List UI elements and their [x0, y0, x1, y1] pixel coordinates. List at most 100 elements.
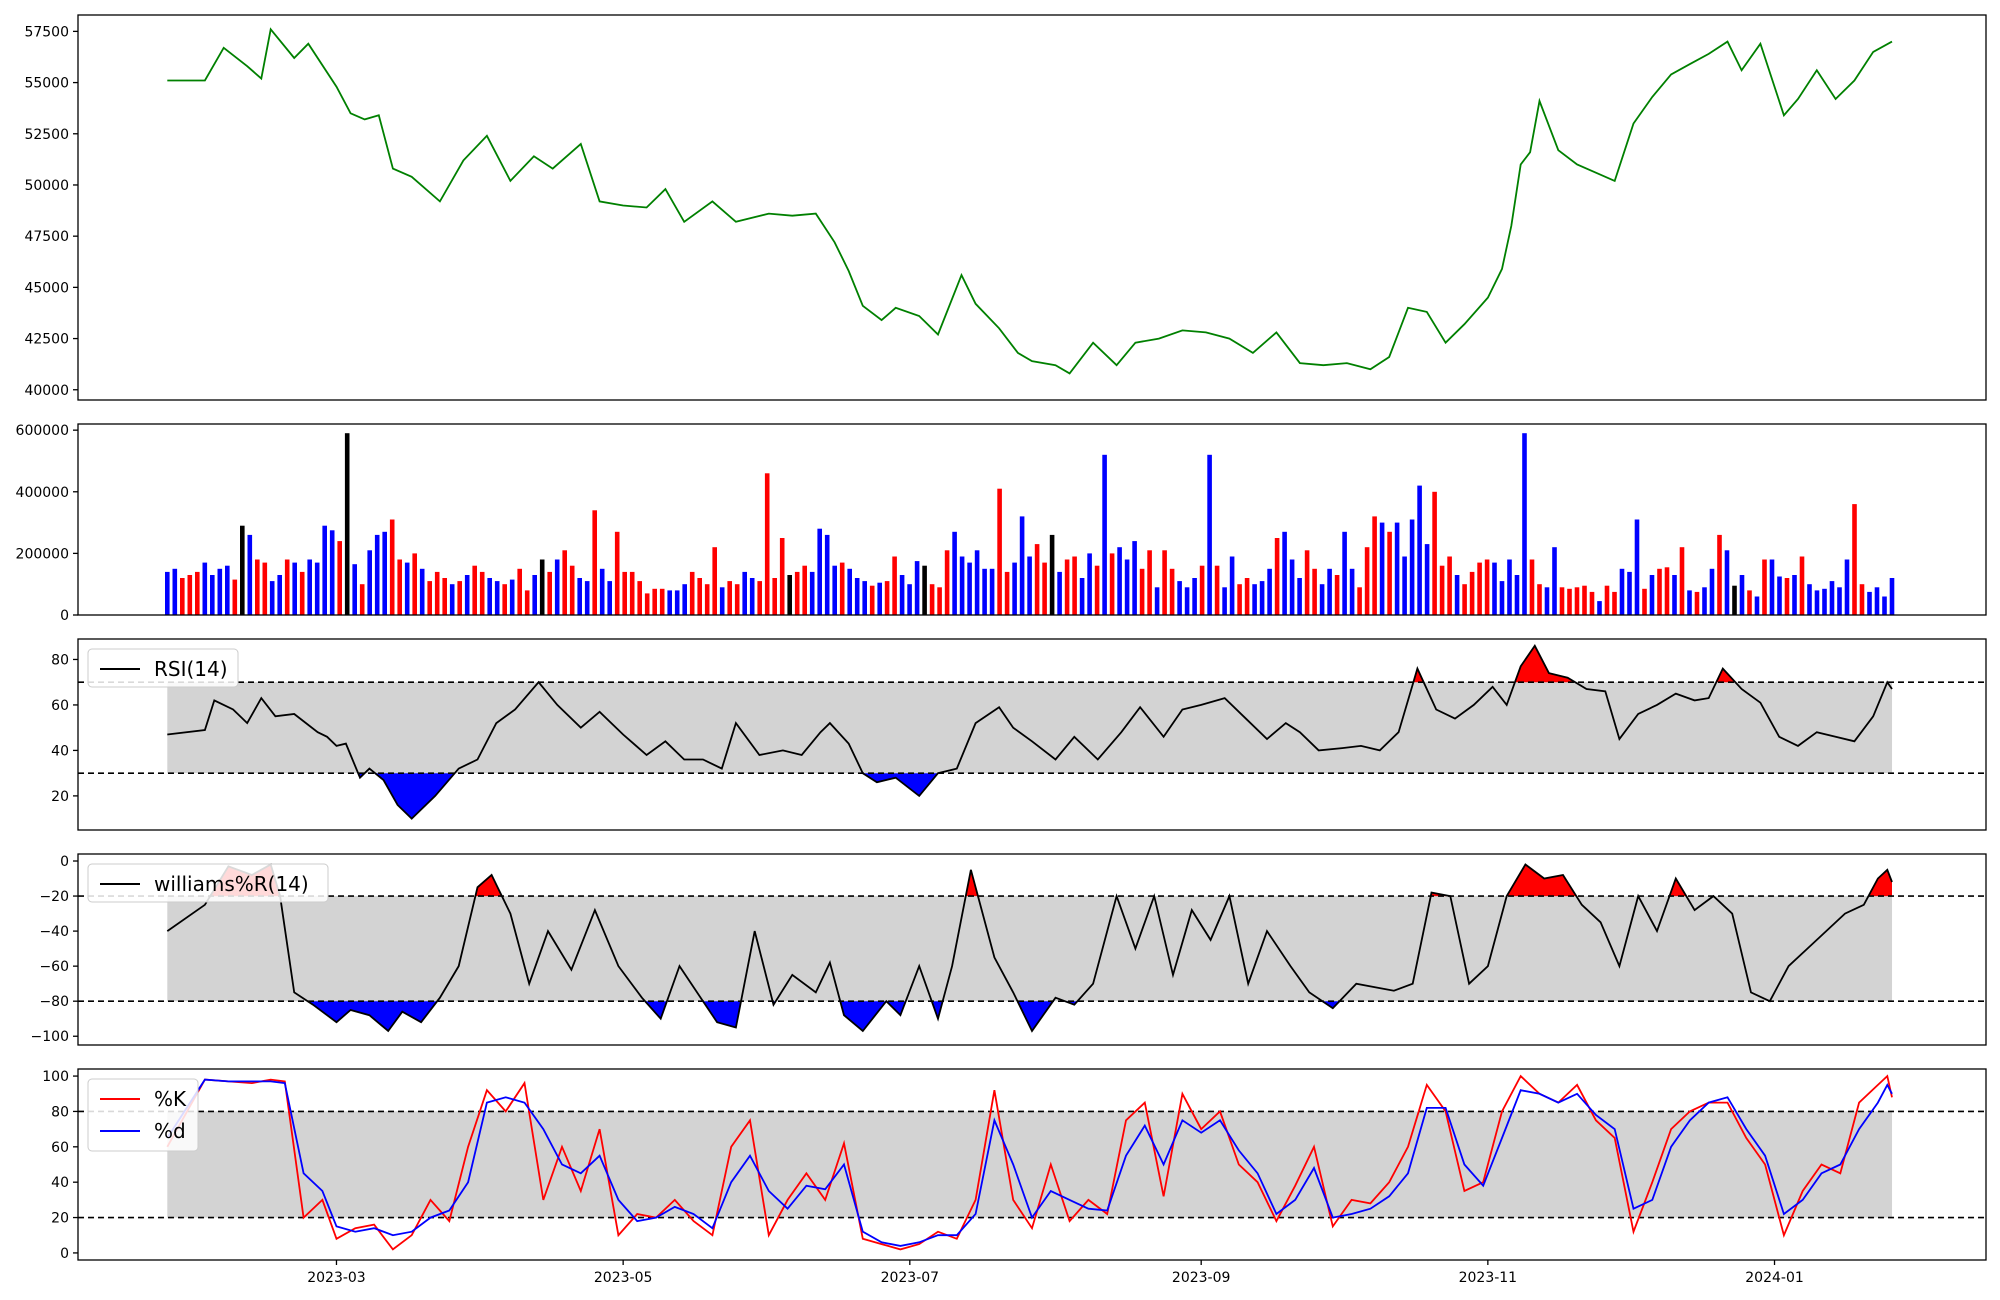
volume-bar [494, 581, 500, 615]
volume-bar [217, 568, 223, 615]
volume-bar [1582, 585, 1587, 615]
y-tick: 80 [51, 652, 78, 668]
volume-bar [817, 528, 822, 615]
y-tick-label: 100 [42, 1069, 69, 1085]
volume-bar [1214, 565, 1220, 615]
volume-bar [1777, 576, 1782, 615]
price-line [167, 27, 1893, 375]
volume-bar [1664, 567, 1670, 616]
volume-bar [1612, 591, 1617, 615]
volume-bar [1627, 571, 1632, 615]
volume-bar [1679, 547, 1685, 615]
volume-bar [974, 550, 980, 615]
y-tick: −100 [31, 1029, 78, 1045]
y-tick: 0 [60, 608, 78, 624]
volume-bar [1027, 556, 1032, 615]
axes-frame [77, 1068, 1987, 1261]
volume-bar [1507, 559, 1512, 615]
volume-bar [712, 547, 717, 615]
y-tick-label: 0 [60, 854, 69, 870]
oversold-fill [703, 1001, 742, 1028]
volume-bar [1642, 588, 1647, 615]
volume-bar [1147, 550, 1152, 615]
volume-bar [255, 559, 260, 615]
volume-bar [1762, 559, 1767, 615]
volume-bar [509, 579, 515, 615]
y-tick: −60 [39, 959, 78, 975]
volume-bar [412, 553, 417, 615]
volume-bar [1882, 596, 1887, 615]
volume-panel: 0 200000 400000 600000 [16, 423, 1987, 624]
volume-bar [1672, 575, 1677, 615]
y-tick-label: −20 [39, 889, 69, 905]
volume-bar [1154, 587, 1160, 615]
volume-bar [1784, 578, 1790, 615]
y-tick-label: 40 [51, 743, 69, 759]
volume-bar [1087, 553, 1092, 615]
y-tick-label: −40 [39, 924, 69, 940]
volume-bar [914, 561, 920, 615]
volume-bar [299, 571, 305, 615]
x-tick-label: 2023-11 [1459, 1270, 1518, 1286]
y-tick: 52500 [24, 127, 78, 143]
volume-bar [1874, 587, 1880, 615]
volume-bar [1492, 562, 1497, 615]
volume-bar [232, 579, 238, 615]
volume-bar [832, 565, 837, 615]
volume-bar [997, 488, 1002, 615]
volume-bar [562, 550, 567, 615]
axes-frame [77, 638, 1987, 831]
volume-bar [322, 525, 327, 615]
volume-bar [382, 531, 387, 615]
volume-bar [1402, 556, 1407, 615]
volume-bar [314, 562, 320, 615]
volume-bar [1132, 541, 1137, 615]
x-tick: 2023-11 [1459, 1260, 1518, 1286]
oversold-fill [375, 773, 455, 819]
volume-bar [1259, 581, 1265, 615]
price-panel: 40000 42500 45000 47500 50000 52500 55000 57500 [24, 14, 1987, 401]
volume-bar [1694, 591, 1700, 615]
volume-bar [1537, 584, 1542, 615]
volume-bar [1192, 578, 1197, 615]
volume-bar [1417, 485, 1422, 615]
y-tick-label: 45000 [24, 280, 69, 296]
volume-bar [344, 433, 350, 615]
percent-k-line [166, 1074, 1893, 1251]
volume-bar [1229, 556, 1235, 615]
volume-bar [337, 541, 342, 615]
volume-bar [854, 578, 860, 615]
volume-bar [539, 559, 545, 615]
y-tick: 57500 [24, 24, 78, 40]
neutral-band [167, 682, 1893, 774]
volume-bar [457, 581, 462, 615]
volume-bar [1822, 588, 1827, 615]
y-tick: 0 [60, 854, 78, 870]
volume-bar [1454, 575, 1460, 615]
volume-bar [1754, 596, 1760, 615]
volume-bar [1829, 581, 1835, 615]
volume-bar [240, 525, 245, 615]
y-tick: 400000 [16, 485, 78, 501]
volume-bar [1567, 588, 1572, 615]
axes-frame [77, 423, 1987, 616]
volume-bar [367, 550, 372, 615]
oversold-fill [1017, 1001, 1053, 1031]
volume-bar [1327, 568, 1332, 615]
volume-bar [1109, 553, 1115, 615]
volume-bar [1469, 571, 1475, 615]
volume-bar [1484, 559, 1490, 615]
volume-bar [1604, 585, 1610, 615]
y-tick: 55000 [24, 76, 78, 92]
volume-bar [772, 578, 777, 615]
legend-frame [87, 648, 239, 688]
legend-label: williams%R(14) [154, 872, 309, 896]
overbought-fill [1868, 869, 1892, 897]
volume-bar [1034, 544, 1040, 615]
volume-bar [719, 587, 725, 615]
x-tick: 2023-03 [307, 1260, 366, 1286]
y-tick-label: 400000 [16, 485, 69, 501]
volume-bar [1477, 562, 1482, 615]
volume-bar [502, 584, 507, 615]
volume-bar [637, 581, 642, 615]
